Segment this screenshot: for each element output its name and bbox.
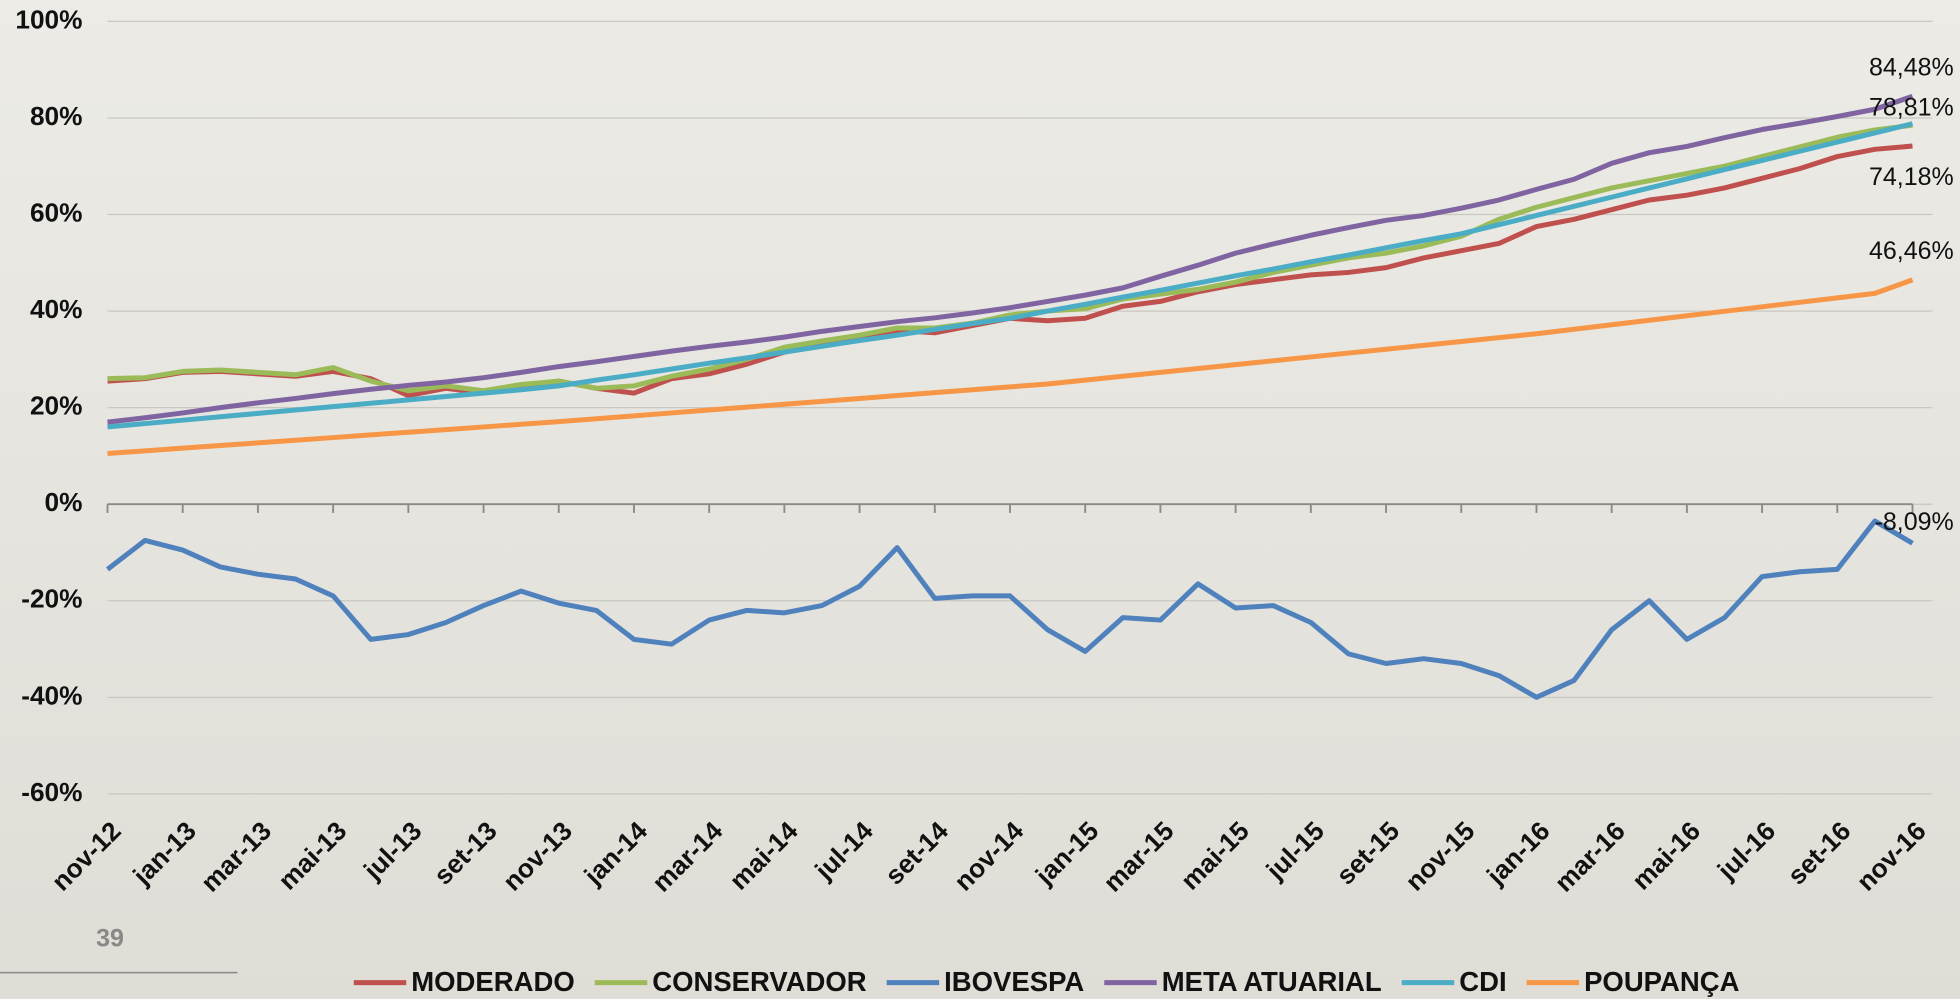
legend-label: IBOVESPA	[944, 966, 1084, 997]
y-tick-label: 100%	[15, 4, 82, 34]
legend: MODERADO CONSERVADOR IBOVESPA META ATUARIAL…	[353, 966, 1740, 997]
y-tick-label: 40%	[30, 294, 83, 324]
y-tick-label: 0%	[45, 487, 83, 517]
legend-label: CONSERVADOR	[652, 966, 867, 997]
legend-label: META ATUARIAL	[1162, 966, 1382, 997]
y-tick-label: 80%	[30, 101, 83, 131]
series-line	[105, 518, 1914, 700]
data-label: -8,09%	[1875, 508, 1954, 536]
y-tick-label: 20%	[30, 391, 83, 421]
page-number: 39	[96, 925, 124, 953]
y-tick-label: -40%	[21, 680, 82, 710]
series-line	[107, 93, 1914, 425]
legend-label: MODERADO	[411, 966, 574, 997]
series-line	[107, 122, 1913, 394]
y-tick-label: -20%	[21, 584, 82, 614]
series-line	[107, 277, 1914, 456]
series-line	[107, 121, 1914, 430]
y-tick-label: -60%	[21, 777, 82, 807]
data-label: 84,48%	[1869, 53, 1954, 81]
data-label: 74,18%	[1869, 163, 1954, 191]
legend-label: CDI	[1459, 966, 1506, 997]
legend-label: POUPANÇA	[1584, 966, 1739, 997]
data-label: 46,46%	[1869, 237, 1954, 265]
y-tick-label: 60%	[30, 197, 83, 227]
data-label: 78,81%	[1869, 93, 1954, 121]
